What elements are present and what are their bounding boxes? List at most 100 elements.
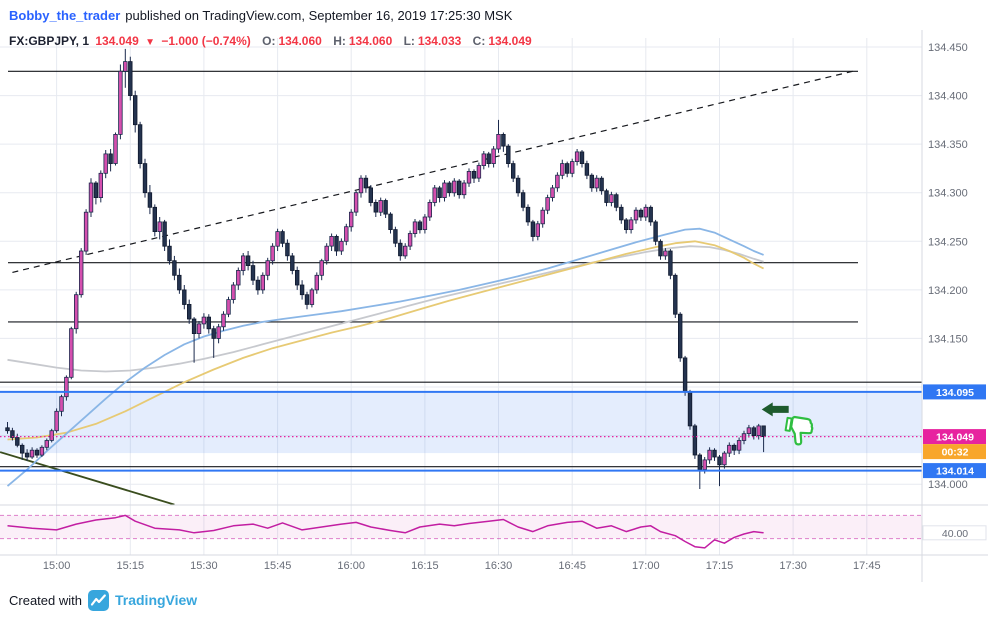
olive-trendline [0,451,175,506]
bar-countdown-label-text: 00:32 [942,447,969,459]
candle-body [348,211,354,228]
candle-body [255,279,261,291]
candle-body [682,357,688,393]
candle-body [574,151,580,163]
candle-body [624,219,629,230]
candle-body [402,245,408,257]
candle-body [226,299,231,315]
time-axis-label: 16:15 [411,560,439,572]
footer: Created with TradingView [0,582,988,618]
candle-body [614,194,619,208]
candle-body [594,177,599,189]
candle-body [393,229,398,244]
candle-body [486,153,491,165]
candle-body [152,206,157,233]
tradingview-wordmark[interactable]: TradingView [114,592,198,608]
ma-gray-line [7,245,764,373]
price-axis-label: 134.150 [928,333,968,345]
candle-body [427,201,432,218]
candle-body [157,221,162,232]
candle-body [358,177,364,194]
candle-body [555,174,560,189]
candle-body [668,250,673,276]
candle-body [579,151,585,165]
thumbs-down-drawing [784,415,814,446]
candle-body [250,265,256,281]
created-with-text: Created with [9,592,82,608]
price-axis-label: 134.400 [928,91,968,103]
indicator-value-label-text: 40.00 [942,528,968,540]
candle-body [545,197,550,211]
low-label: L: [403,34,415,48]
candle-body [19,444,25,454]
candle-body [712,449,717,458]
candle-body [368,187,373,203]
candle-body [15,437,20,446]
candle-body [727,444,732,454]
candle-body [299,284,305,296]
candle-body [167,245,172,262]
candle-body [584,163,590,176]
candle-body [658,240,663,257]
dashed-trendline [12,69,858,273]
candle-body [756,425,761,436]
candle-body [363,177,369,189]
candle-body [275,231,280,247]
candle-body [304,294,310,305]
down-arrow-icon: ▼ [145,37,156,48]
candle-body [69,328,74,378]
candle-body [570,161,575,174]
bar-countdown-label [923,444,986,460]
time-axis-label: 16:00 [337,560,365,572]
candle-body [609,194,614,203]
candle-body [697,454,702,471]
candle-body [147,192,153,208]
open-label: O: [262,34,276,48]
candle-body [515,177,521,194]
candle-body [525,206,531,223]
candle-body [535,223,540,237]
current-price-label [923,429,986,445]
blue-ray-label-text: 134.095 [936,387,974,399]
candle-body [707,449,712,461]
candle-body [142,163,148,194]
candle-body [673,274,678,315]
candle-body [476,165,482,179]
price-change: −1.000 (−0.74%) [161,34,251,48]
candle-body [339,240,344,252]
candle-body [633,209,639,221]
candle-body [412,221,418,234]
candle-body [186,303,192,320]
candle-body [398,242,403,257]
candle-body [191,318,197,335]
candle-body [44,440,49,448]
blue-ray-label [923,463,986,479]
candle-body [761,425,766,437]
candle-body [717,456,722,466]
author-link[interactable]: Bobby_the_trader [9,8,121,23]
blue-ray-label [923,384,986,400]
price-axis-label: 134.200 [928,285,968,297]
snapshot-header: Bobby_the_trader published on TradingView… [0,0,988,30]
candle-body [619,206,624,221]
candle-body [93,182,99,199]
candle-body [481,153,486,167]
time-axis-label: 17:00 [632,560,660,572]
candle-body [24,452,30,458]
candle-body [54,410,59,432]
candle-body [471,170,477,179]
published-text: published on TradingView.com, September … [125,8,513,23]
candle-body [746,427,752,434]
candle-body [324,245,329,262]
tradingview-logo-icon[interactable] [87,589,109,611]
candle-body [432,187,437,203]
time-axis-label: 16:45 [558,560,586,572]
high-label: H: [333,34,346,48]
candle-body [113,134,118,164]
candle-body [407,233,413,247]
candle-body [137,124,143,164]
candle-body [501,134,506,147]
open-value: 134.060 [278,34,322,48]
time-axis-label: 17:15 [706,560,734,572]
